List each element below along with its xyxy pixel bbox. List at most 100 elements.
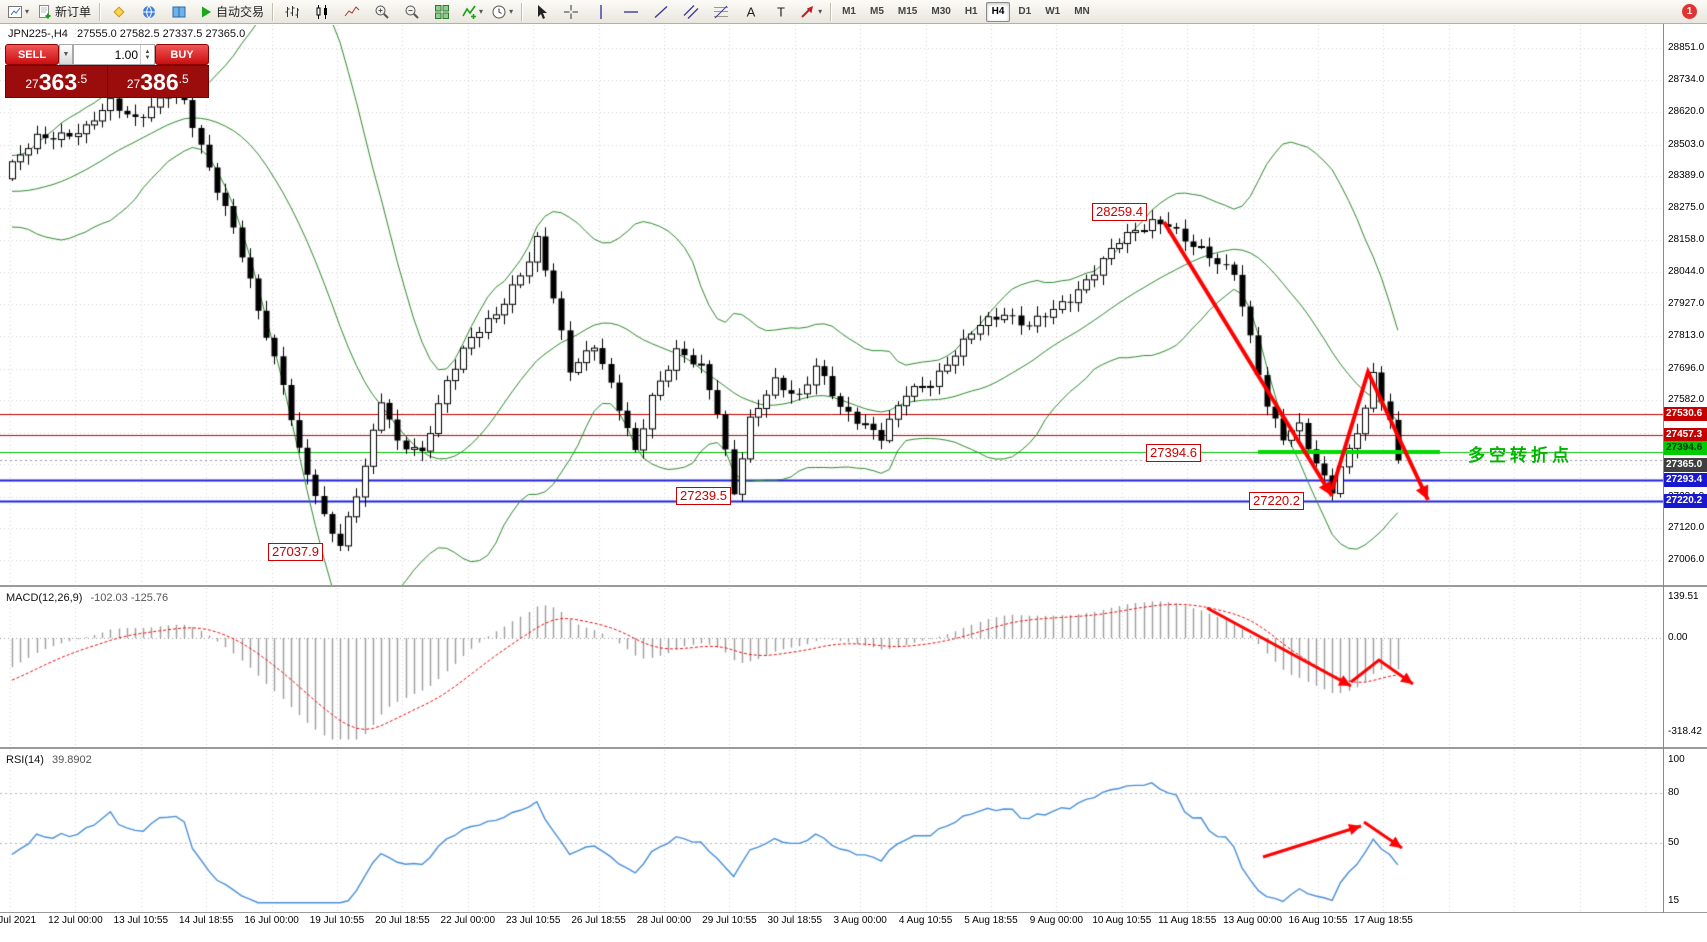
text-button[interactable]: A — [736, 1, 766, 23]
line-chart-button-icon — [344, 5, 360, 16]
rsi-panel-canvas[interactable] — [0, 750, 1663, 912]
trade-controls-row: SELL ▼ ▲ ▼ BUY — [5, 44, 209, 65]
arrows-button-icon — [801, 5, 814, 18]
new-order-button-icon — [39, 4, 51, 18]
history-center-button-icon — [172, 6, 186, 17]
time-axis-label: 30 Jul 18:55 — [767, 915, 823, 926]
cursor-button[interactable] — [526, 1, 556, 23]
time-axis-label: 16 Aug 10:55 — [1288, 915, 1348, 926]
bar-chart-button[interactable] — [277, 1, 307, 23]
notification-badge[interactable]: 1 — [1682, 4, 1697, 19]
macd-tick-label: 139.51 — [1668, 591, 1699, 603]
fibonacci-button[interactable] — [706, 1, 736, 23]
annotation-text: 多空转折点 — [1468, 446, 1573, 465]
timeframe-w1-button[interactable]: W1 — [1045, 6, 1061, 17]
line-chart-button[interactable] — [337, 1, 367, 23]
market-button[interactable] — [134, 1, 164, 23]
candlestick-chart-button-icon — [316, 4, 328, 19]
horizontal-line-button[interactable] — [616, 1, 646, 23]
timeframe-m1-button[interactable]: M1 — [842, 6, 856, 17]
vertical-line-button[interactable] — [586, 1, 616, 23]
buy-price[interactable]: 27 386 .5 — [108, 66, 209, 97]
crosshair-button[interactable] — [556, 1, 586, 23]
rsi-tick-label: 15 — [1668, 895, 1680, 907]
time-axis-label: 12 Jul 00:00 — [48, 915, 103, 926]
macd-tick-label: -318.42 — [1668, 725, 1702, 737]
timeframe-h4-button[interactable]: H4 — [985, 1, 1011, 22]
buy-price-frac: .5 — [178, 72, 189, 86]
zoom-out-button-icon — [405, 5, 419, 19]
rsi-tick-label: 50 — [1668, 836, 1680, 848]
channel-button[interactable] — [676, 1, 706, 23]
metaeditor-button[interactable] — [104, 1, 134, 23]
price-tick-label: 27696.0 — [1668, 362, 1705, 374]
buy-price-prefix: 27 — [126, 77, 141, 91]
text-label-button[interactable]: T — [766, 1, 796, 23]
toolbar-separator — [830, 2, 832, 21]
sell-price-prefix: 27 — [25, 77, 39, 91]
rsi-tick-label: 100 — [1668, 753, 1685, 765]
panel-separator[interactable] — [0, 585, 1707, 587]
panel-separator[interactable] — [0, 912, 1707, 913]
chevron-down-icon: ▼ — [62, 51, 70, 58]
price-tick-label: 27582.0 — [1668, 394, 1705, 406]
arrows-button[interactable]: ▾ — [796, 1, 826, 23]
time-axis-label: 10 Aug 10:55 — [1092, 915, 1152, 926]
candlestick-chart-button[interactable] — [307, 1, 337, 23]
time-axis-label: 5 Aug 18:55 — [964, 915, 1018, 926]
timeframe-m30-button[interactable]: M30 — [931, 6, 951, 17]
price-callout: 28259.4 — [1092, 203, 1147, 221]
price-callout: 27037.9 — [268, 543, 323, 561]
indicators-button-icon — [462, 5, 477, 19]
svg-text:A: A — [747, 4, 756, 19]
price-tick-label: 28389.0 — [1668, 170, 1705, 182]
macd-name: MACD(12,26,9) — [6, 592, 83, 604]
indicators-button[interactable]: ▾ — [457, 1, 487, 23]
trendline-button[interactable] — [646, 1, 676, 23]
svg-text:T: T — [777, 4, 785, 19]
time-axis-label: 4 Aug 10:55 — [898, 915, 953, 926]
new-chart-button-caret-icon: ▾ — [25, 6, 30, 16]
price-tick-label: 27927.0 — [1668, 298, 1705, 310]
volume-field: ▲ ▼ — [73, 44, 155, 65]
toolbar-separator — [521, 2, 523, 21]
new-chart-button[interactable]: ▾ — [3, 1, 33, 23]
zoom-out-button[interactable] — [397, 1, 427, 23]
rsi-tick-label: 80 — [1668, 787, 1680, 799]
price-badge: 27365.0 — [1664, 458, 1707, 473]
macd-label: MACD(12,26,9) -102.03 -125.76 — [6, 592, 168, 604]
sell-price[interactable]: 27 363 .5 — [6, 66, 107, 97]
time-axis-label: 23 Jul 10:55 — [505, 915, 561, 926]
channel-button-icon — [683, 4, 699, 19]
buy-price-digits: 386 — [140, 69, 179, 95]
ohlc-values: 27555.0 27582.5 27337.5 27365.0 — [76, 28, 246, 40]
vertical-line-button-icon — [600, 4, 602, 19]
new-order-button[interactable]: 新订单 — [33, 1, 95, 23]
volume-input[interactable] — [74, 45, 140, 64]
volume-spinner[interactable]: ▲ ▼ — [140, 45, 154, 64]
macd-panel-canvas[interactable] — [0, 588, 1663, 747]
rsi-name: RSI(14) — [6, 754, 44, 766]
timeframe-d1-button[interactable]: D1 — [1018, 6, 1032, 17]
zoom-in-button[interactable] — [367, 1, 397, 23]
time-axis-label: 29 Jul 10:55 — [702, 915, 757, 926]
periods-button-icon — [492, 5, 506, 18]
timeframe-mn-button[interactable]: MN — [1074, 6, 1090, 17]
buy-button[interactable]: BUY — [155, 44, 209, 65]
time-axis-label: 19 Jul 10:55 — [309, 915, 365, 926]
order-type-dropdown[interactable]: ▼ — [59, 44, 73, 65]
text-button-icon: A — [747, 4, 756, 19]
autotrading-button[interactable]: 自动交易 — [194, 1, 268, 23]
sell-button[interactable]: SELL — [5, 44, 59, 65]
chart-area — [0, 24, 1707, 942]
fibonacci-button-icon — [714, 5, 729, 18]
timeframe-m5-button[interactable]: M5 — [870, 6, 884, 17]
panel-separator[interactable] — [0, 747, 1707, 749]
history-center-button[interactable] — [164, 1, 194, 23]
periods-button[interactable]: ▾ — [487, 1, 517, 23]
timeframe-m15-button[interactable]: M15 — [897, 6, 918, 17]
price-chart-canvas[interactable] — [0, 25, 1663, 585]
tile-windows-button[interactable] — [427, 1, 457, 23]
time-axis-label: 13 Jul 10:55 — [113, 915, 169, 926]
timeframe-h1-button[interactable]: H1 — [964, 6, 978, 17]
